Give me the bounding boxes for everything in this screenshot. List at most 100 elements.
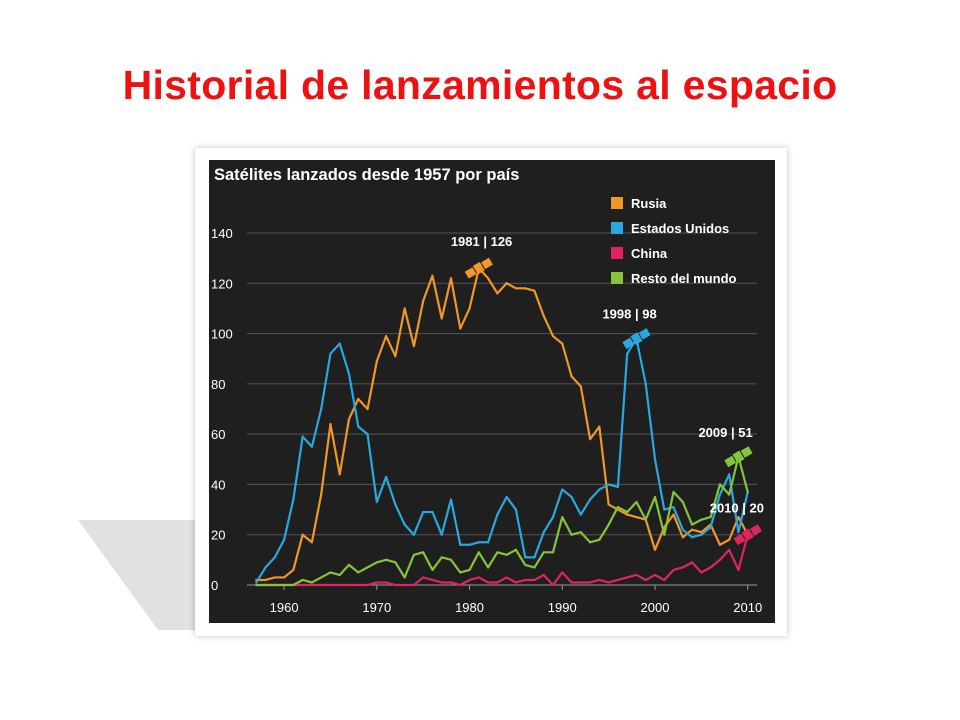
data-point: [357, 397, 360, 401]
data-point: [496, 513, 499, 516]
y-tick-label: 100: [211, 327, 233, 342]
chart-panel: Satélites lanzados desde 1957 por país 0 2…: [209, 160, 775, 623]
data-point: [282, 538, 286, 541]
data-point: [635, 500, 638, 504]
data-point: [375, 561, 378, 564]
data-point: [616, 505, 620, 509]
data-point: [329, 571, 332, 574]
data-point: [570, 533, 573, 536]
data-point: [681, 528, 684, 531]
data-point: [394, 561, 397, 564]
data-point: [690, 561, 694, 564]
x-tick-label: 1970: [362, 600, 391, 615]
data-point: [431, 568, 434, 572]
data-point: [440, 317, 443, 320]
data-point: [728, 548, 731, 551]
data-point: [477, 551, 480, 554]
data-point: [598, 425, 601, 428]
data-point: [505, 553, 508, 556]
data-point: [468, 578, 471, 582]
data-point: [718, 493, 722, 496]
data-point: [514, 548, 518, 551]
data-point: [366, 407, 369, 411]
data-point: [301, 435, 304, 438]
data-point: [709, 566, 712, 569]
x-tick-label: 1960: [270, 600, 299, 615]
data-point: [301, 533, 304, 536]
data-point: [561, 516, 564, 519]
y-tick-label: 20: [211, 528, 225, 543]
data-point: [329, 422, 332, 426]
data-point: [384, 334, 388, 338]
data-point: [366, 433, 369, 436]
data-point: [728, 538, 731, 541]
data-point: [292, 583, 295, 587]
data-point: [310, 583, 314, 587]
data-point: [653, 495, 657, 499]
data-point: [551, 551, 555, 554]
x-tick-label: 2010: [733, 600, 762, 615]
data-point: [329, 583, 332, 587]
data-point: [626, 513, 629, 516]
data-point: [644, 578, 647, 582]
data-point: [375, 500, 378, 504]
slide-title: Historial de lanzamientos al espacio: [122, 62, 838, 108]
data-point: [384, 581, 388, 584]
data-point: [477, 576, 480, 579]
data-point: [357, 583, 360, 587]
data-point: [588, 581, 592, 584]
line-chart: Satélites lanzados desde 1957 por país 0 2…: [211, 166, 764, 615]
data-point: [366, 566, 369, 569]
data-point: [681, 566, 684, 569]
data-point: [320, 493, 323, 496]
data-point: [422, 299, 425, 302]
data-point: [310, 541, 314, 544]
data-point: [301, 578, 304, 582]
y-tick-label: 60: [211, 427, 225, 442]
data-point: [449, 558, 453, 561]
data-point: [663, 508, 666, 511]
data-point: [347, 372, 351, 375]
data-point: [718, 483, 722, 486]
legend-label: Estados Unidos: [631, 221, 729, 236]
data-point: [264, 583, 267, 587]
data-point: [700, 531, 703, 534]
data-point: [570, 495, 573, 499]
data-point: [486, 541, 490, 544]
data-point: [310, 445, 314, 448]
data-point: [403, 576, 406, 579]
data-point: [422, 510, 425, 514]
data-point: [505, 282, 508, 285]
legend-label: China: [631, 246, 668, 261]
data-point: [561, 342, 564, 345]
annotation-label: 1998 | 98: [602, 307, 656, 322]
series-line-resto-del-mundo: [256, 455, 749, 587]
data-point: [357, 571, 360, 574]
data-point: [598, 538, 601, 541]
data-point: [403, 583, 406, 587]
data-point: [681, 536, 684, 539]
data-point: [486, 566, 490, 569]
data-point: [431, 274, 434, 277]
data-point: [533, 566, 536, 569]
data-point: [468, 543, 471, 546]
data-point: [505, 495, 508, 499]
data-point: [533, 556, 536, 559]
data-point: [329, 352, 332, 355]
data-point: [663, 533, 666, 536]
data-point: [551, 334, 555, 338]
data-point: [431, 510, 434, 514]
data-point: [394, 503, 397, 506]
data-point: [607, 483, 610, 486]
data-point: [264, 578, 267, 582]
data-point: [292, 568, 295, 572]
data-point: [412, 583, 416, 587]
chart-title: Satélites lanzados desde 1957 por país: [214, 166, 519, 184]
data-point: [681, 500, 684, 504]
data-point: [524, 556, 527, 559]
data-point: [579, 513, 582, 516]
data-point: [700, 518, 703, 521]
data-point: [310, 581, 314, 584]
data-point: [690, 523, 694, 526]
data-point: [579, 531, 582, 534]
